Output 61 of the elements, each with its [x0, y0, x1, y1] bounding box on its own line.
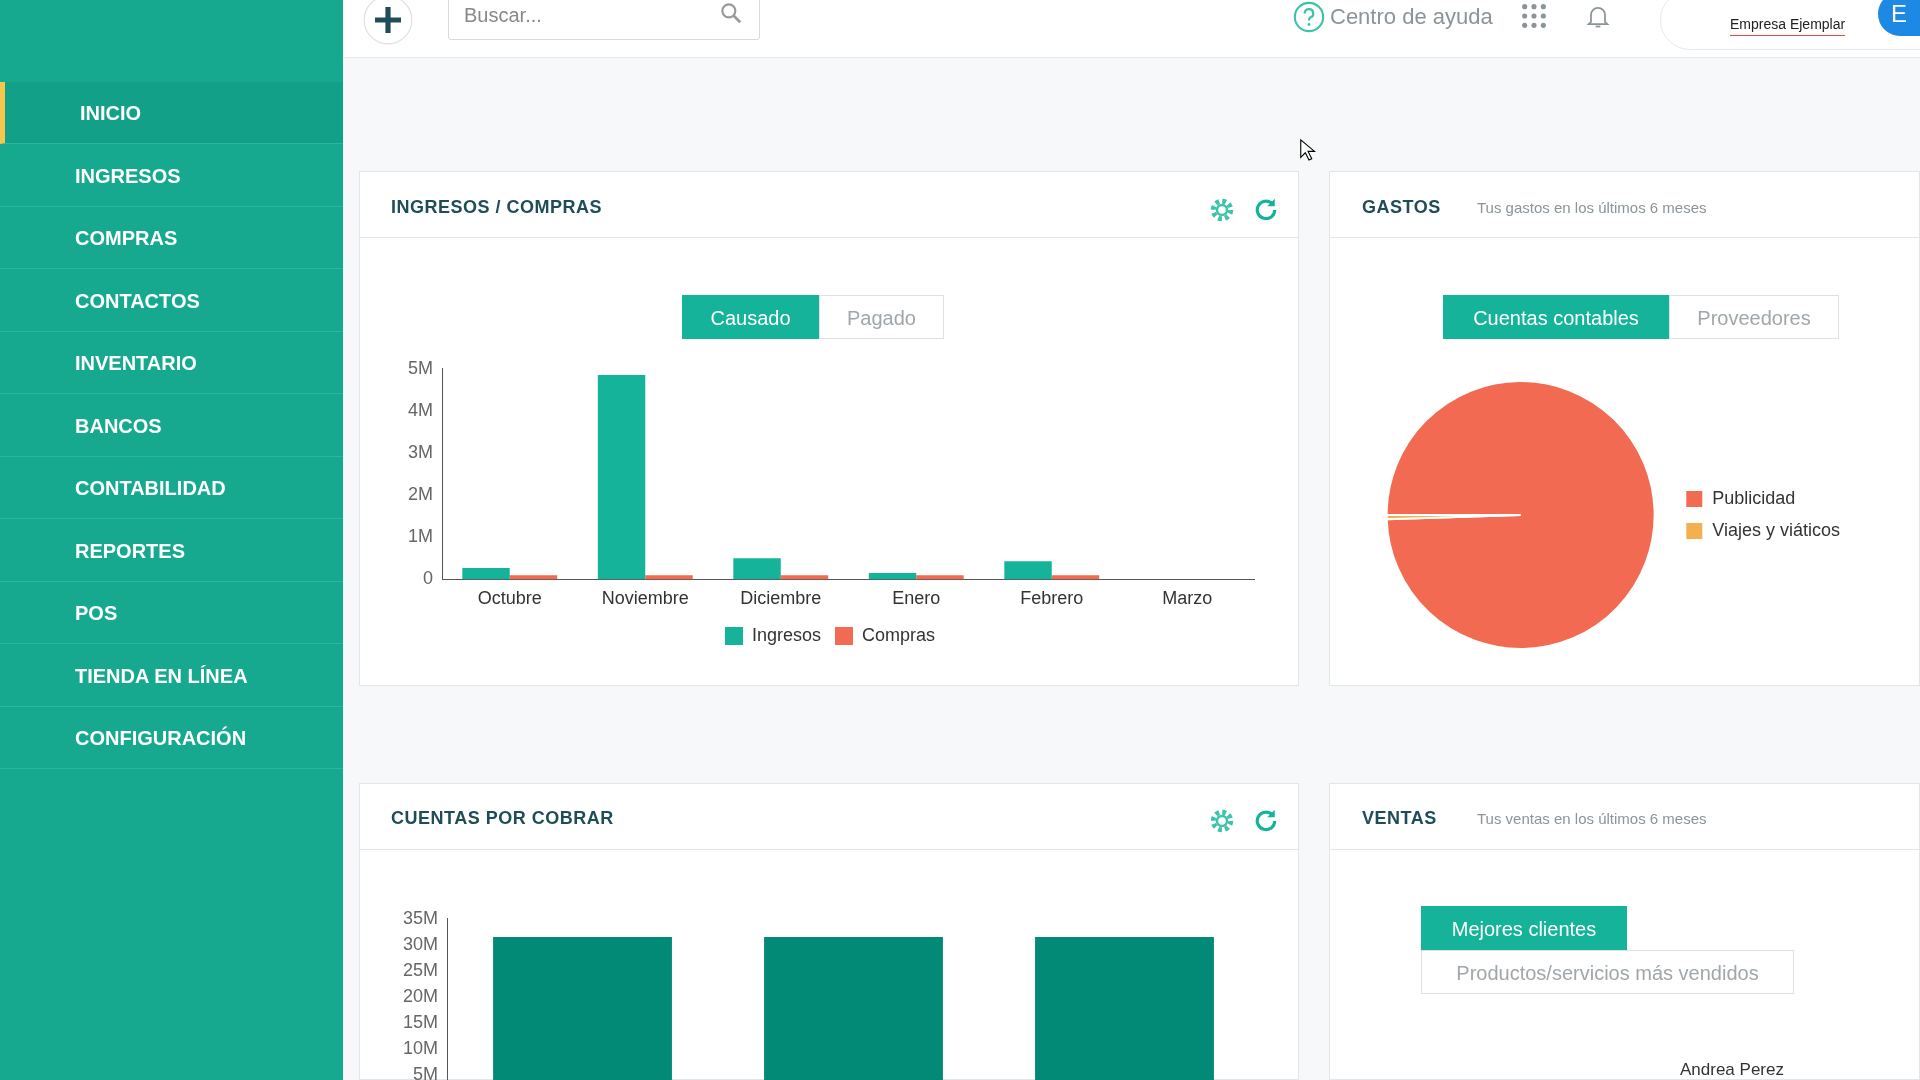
y-tick-label: 4M — [407, 399, 433, 420]
text: POS — [0, 582, 343, 644]
legend-label: Compras — [862, 624, 936, 645]
chart-subtitle: Tus gastos en los últimos 6 meses — [1477, 199, 1707, 216]
text: INGRESOS — [0, 144, 343, 207]
text: BANCOS — [0, 394, 343, 457]
y-tick-label: 35M — [403, 907, 439, 928]
x-tick-label: Marzo — [1162, 588, 1213, 609]
text: CONTABILIDAD — [0, 457, 343, 519]
text: CONTACTOS — [0, 269, 343, 332]
bar — [868, 573, 917, 580]
text: CONFIGURACIÓN — [0, 707, 343, 769]
chart-title: GASTOS — [1362, 197, 1441, 218]
bar — [733, 558, 781, 580]
y-tick-label: 3M — [407, 442, 433, 463]
x-tick-label: Enero — [892, 588, 941, 609]
text: INVENTARIO — [0, 332, 343, 394]
chart-title: CUENTAS POR COBRAR — [391, 808, 614, 829]
y-tick-label: 15M — [403, 1012, 439, 1033]
y-tick-label: 5M — [413, 1064, 439, 1080]
y-tick-label: 10M — [403, 1038, 439, 1059]
legend-label: Ingresos — [751, 624, 822, 645]
y-tick-label: 1M — [407, 526, 433, 547]
text: Buscar... — [448, 0, 760, 40]
x-tick-label: Diciembre — [740, 588, 822, 609]
text: Centro de ayuda — [1330, 4, 1493, 30]
y-tick-label: 5M — [407, 357, 433, 378]
bar — [1051, 575, 1100, 580]
text: INICIO — [0, 82, 343, 144]
y-tick-label: 25M — [403, 959, 439, 980]
text: Andrea Perez — [1680, 1060, 1784, 1080]
text: Pagado — [819, 295, 944, 339]
bar — [462, 568, 510, 580]
text: VENTAS — [1362, 808, 1437, 829]
bar — [916, 575, 964, 580]
text: Cuentas contables — [1443, 295, 1669, 339]
x-tick-label: Febrero — [1020, 588, 1084, 609]
legend-label: Viajes y viáticos — [1712, 519, 1841, 540]
bar — [780, 575, 829, 580]
text: TIENDA EN LÍNEA — [0, 644, 343, 707]
bar — [597, 375, 646, 580]
text: Proveedores — [1669, 295, 1839, 339]
bar — [645, 575, 693, 580]
bar — [509, 575, 558, 580]
text: REPORTES — [0, 519, 343, 582]
text: Causado — [682, 295, 819, 339]
bar — [1004, 561, 1052, 580]
y-tick-label: 30M — [403, 933, 439, 954]
y-tick-label: 20M — [403, 986, 439, 1007]
legend-label: Publicidad — [1712, 487, 1796, 508]
x-tick-label: Noviembre — [601, 588, 689, 609]
y-tick-label: 2M — [407, 484, 433, 505]
text: COMPRAS — [0, 207, 343, 269]
y-tick-label: 0 — [422, 568, 433, 589]
text: Tus ventas en los últimos 6 meses — [1477, 810, 1707, 827]
text: Productos/servicios más vendidos — [1421, 950, 1794, 994]
text: Empresa Ejemplar — [1730, 16, 1846, 36]
x-tick-label: Octubre — [477, 588, 542, 609]
text: Mejores clientes — [1421, 906, 1627, 950]
chart-title: INGRESOS / COMPRAS — [391, 197, 603, 218]
text: E — [1878, 0, 1920, 36]
